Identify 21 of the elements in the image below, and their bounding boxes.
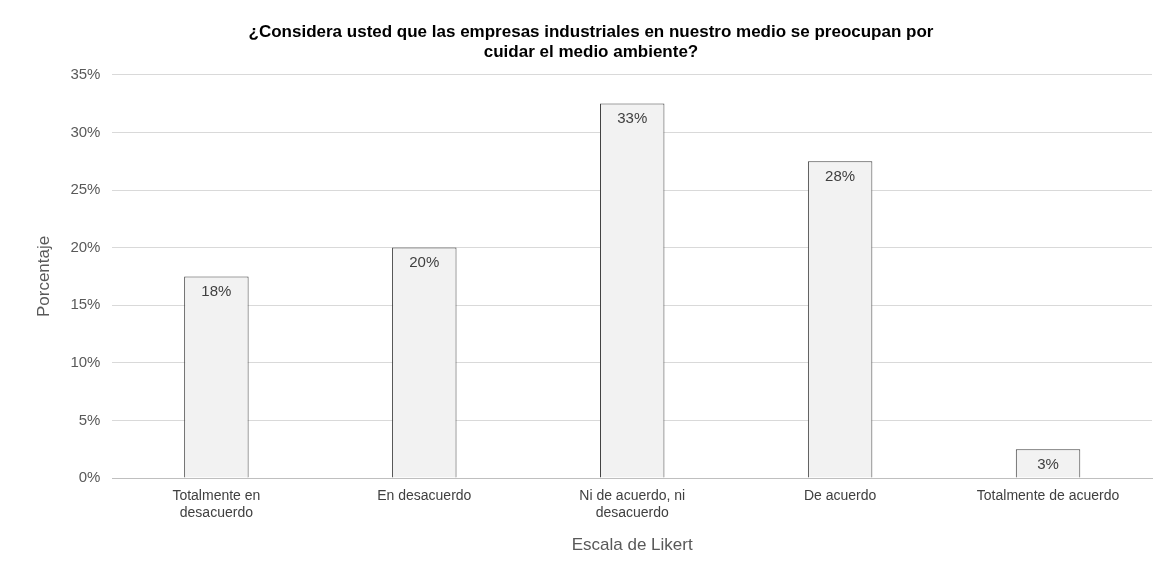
- x-tick-label: Totalmente en desacuerdo: [172, 487, 261, 521]
- x-axis-title: Escala de Likert: [571, 535, 693, 555]
- data-label: 18%: [201, 282, 232, 300]
- x-tick-label: Ni de acuerdo, ni desacuerdo: [579, 487, 686, 521]
- y-axis-title: Porcentaje: [33, 235, 53, 318]
- y-tick-label: 35%: [70, 64, 101, 82]
- y-tick-label: 5%: [78, 410, 101, 428]
- data-label: 20%: [409, 253, 440, 271]
- y-tick-label: 0%: [78, 468, 101, 486]
- y-tick-label: 20%: [70, 237, 101, 255]
- data-label: 33%: [617, 109, 648, 127]
- x-tick-label: Totalmente de acuerdo: [976, 487, 1120, 504]
- y-tick-label: 10%: [70, 352, 101, 370]
- x-tick-label: En desacuerdo: [377, 487, 472, 504]
- data-label: 3%: [1037, 454, 1059, 472]
- y-tick-label: 30%: [70, 122, 101, 140]
- data-label: 28%: [825, 166, 856, 184]
- chart-title: ¿Considera usted que las empresas industriales en nuestro medio se preocupan por cuidar el medio ambiente?: [248, 21, 934, 62]
- y-tick-label: 25%: [70, 180, 101, 198]
- y-tick-label: 15%: [70, 295, 101, 313]
- x-tick-label: De acuerdo: [803, 487, 877, 504]
